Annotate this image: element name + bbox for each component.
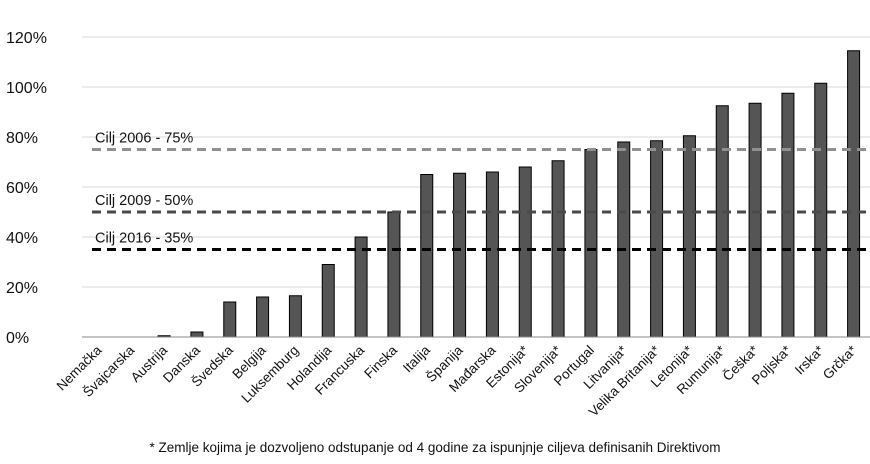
y-axis-tick-labels: 0% 20% 40% 60% 80% 100% 120% — [6, 30, 47, 347]
bar — [190, 331, 204, 338]
bar — [485, 171, 499, 338]
bar — [420, 174, 434, 338]
bar — [354, 236, 368, 338]
reference-line-label: Cilj 2016 - 35% — [95, 231, 193, 247]
x-axis-tick-labels: NemačkaŠvajcarskaAustrijaDanskaŠvedskaBe… — [54, 342, 861, 419]
y-tick-label: 120% — [6, 30, 47, 47]
bar — [256, 296, 270, 338]
x-tick-label: Finska — [361, 342, 400, 381]
y-tick-label: 40% — [6, 230, 38, 247]
y-tick-label: 20% — [6, 280, 38, 297]
gridlines — [82, 36, 870, 288]
bar — [288, 295, 302, 338]
bar — [650, 140, 664, 338]
bar — [715, 105, 729, 338]
reference-line-label: Cilj 2009 - 50% — [95, 193, 193, 209]
bar — [518, 166, 532, 338]
bar — [682, 135, 696, 338]
y-tick-label: 0% — [6, 330, 29, 347]
reference-lines: Cilj 2006 - 75% Cilj 2009 - 50% Cilj 2016 … — [92, 131, 870, 251]
bar — [584, 149, 598, 338]
bar — [814, 82, 828, 338]
reference-line-label: Cilj 2006 - 75% — [95, 131, 193, 147]
y-tick-label: 60% — [6, 180, 38, 197]
bar — [321, 264, 335, 338]
bar — [781, 92, 795, 338]
bar — [223, 301, 237, 338]
bar — [748, 102, 762, 338]
bar — [453, 172, 467, 338]
x-tick-label: Grčka* — [820, 342, 860, 382]
bar — [847, 50, 861, 338]
y-tick-label: 80% — [6, 130, 38, 147]
footnote: * Zemlje kojima je dozvoljeno odstupanje… — [149, 440, 721, 455]
y-tick-label: 100% — [6, 80, 47, 97]
bar — [387, 211, 401, 338]
bar — [617, 141, 631, 338]
bars — [157, 50, 861, 338]
